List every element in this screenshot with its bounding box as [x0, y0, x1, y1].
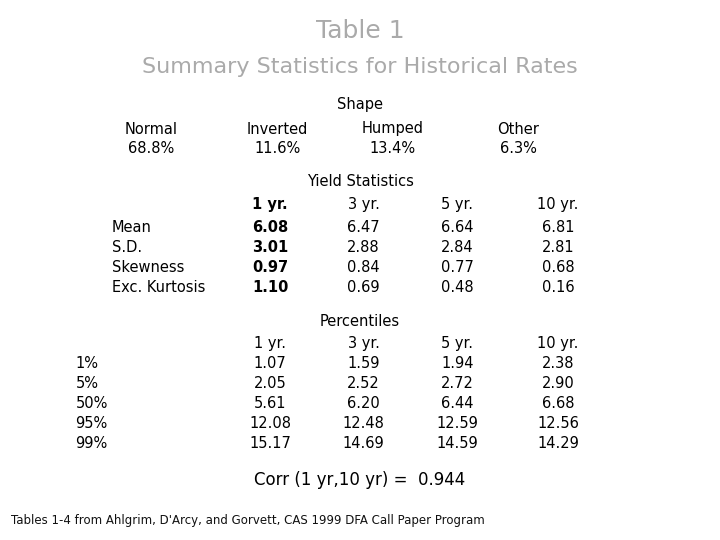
Text: 99%: 99% [76, 436, 108, 451]
Text: 5%: 5% [76, 376, 99, 392]
Text: 2.38: 2.38 [541, 356, 575, 372]
Text: Percentiles: Percentiles [320, 314, 400, 329]
Text: Shape: Shape [337, 97, 383, 112]
Text: 6.20: 6.20 [347, 396, 380, 411]
Text: 0.68: 0.68 [541, 260, 575, 275]
Text: 2.81: 2.81 [541, 240, 575, 255]
Text: 1.07: 1.07 [253, 356, 287, 372]
Text: Humped: Humped [361, 122, 423, 137]
Text: 2.05: 2.05 [253, 376, 287, 392]
Text: 3 yr.: 3 yr. [348, 197, 379, 212]
Text: 1.94: 1.94 [441, 356, 474, 372]
Text: 12.48: 12.48 [343, 416, 384, 431]
Text: 0.84: 0.84 [347, 260, 380, 275]
Text: Corr (1 yr,10 yr) =  0.944: Corr (1 yr,10 yr) = 0.944 [254, 471, 466, 489]
Text: 1.59: 1.59 [347, 356, 380, 372]
Text: 0.77: 0.77 [441, 260, 474, 275]
Text: 10 yr.: 10 yr. [537, 197, 579, 212]
Text: 2.52: 2.52 [347, 376, 380, 392]
Text: 3.01: 3.01 [252, 240, 288, 255]
Text: 11.6%: 11.6% [254, 141, 300, 157]
Text: 5 yr.: 5 yr. [441, 336, 473, 351]
Text: Tables 1-4 from Ahlgrim, D'Arcy, and Gorvett, CAS 1999 DFA Call Paper Program: Tables 1-4 from Ahlgrim, D'Arcy, and Gor… [11, 514, 485, 527]
Text: 0.69: 0.69 [347, 280, 380, 295]
Text: Normal: Normal [125, 122, 178, 137]
Text: 50%: 50% [76, 396, 108, 411]
Text: Skewness: Skewness [112, 260, 184, 275]
Text: Exc. Kurtosis: Exc. Kurtosis [112, 280, 205, 295]
Text: Yield Statistics: Yield Statistics [307, 174, 413, 189]
Text: 14.29: 14.29 [537, 436, 579, 451]
Text: 6.08: 6.08 [252, 220, 288, 235]
Text: 1%: 1% [76, 356, 99, 372]
Text: 13.4%: 13.4% [369, 141, 415, 157]
Text: 3 yr.: 3 yr. [348, 336, 379, 351]
Text: 12.56: 12.56 [537, 416, 579, 431]
Text: 12.08: 12.08 [249, 416, 291, 431]
Text: 5 yr.: 5 yr. [441, 197, 473, 212]
Text: 2.88: 2.88 [347, 240, 380, 255]
Text: 14.69: 14.69 [343, 436, 384, 451]
Text: 95%: 95% [76, 416, 108, 431]
Text: 1 yr.: 1 yr. [254, 336, 286, 351]
Text: Mean: Mean [112, 220, 151, 235]
Text: S.D.: S.D. [112, 240, 142, 255]
Text: 12.59: 12.59 [436, 416, 478, 431]
Text: 6.68: 6.68 [541, 396, 575, 411]
Text: Other: Other [498, 122, 539, 137]
Text: 0.48: 0.48 [441, 280, 474, 295]
Text: Table 1: Table 1 [315, 19, 405, 43]
Text: 2.72: 2.72 [441, 376, 474, 392]
Text: 6.64: 6.64 [441, 220, 474, 235]
Text: Inverted: Inverted [246, 122, 308, 137]
Text: 1.10: 1.10 [252, 280, 288, 295]
Text: 6.47: 6.47 [347, 220, 380, 235]
Text: 6.81: 6.81 [541, 220, 575, 235]
Text: 10 yr.: 10 yr. [537, 336, 579, 351]
Text: Summary Statistics for Historical Rates: Summary Statistics for Historical Rates [142, 57, 578, 77]
Text: 15.17: 15.17 [249, 436, 291, 451]
Text: 0.16: 0.16 [541, 280, 575, 295]
Text: 2.84: 2.84 [441, 240, 474, 255]
Text: 6.3%: 6.3% [500, 141, 537, 157]
Text: 6.44: 6.44 [441, 396, 474, 411]
Text: 2.90: 2.90 [541, 376, 575, 392]
Text: 14.59: 14.59 [436, 436, 478, 451]
Text: 5.61: 5.61 [253, 396, 287, 411]
Text: 1 yr.: 1 yr. [252, 197, 288, 212]
Text: 68.8%: 68.8% [128, 141, 174, 157]
Text: 0.97: 0.97 [252, 260, 288, 275]
